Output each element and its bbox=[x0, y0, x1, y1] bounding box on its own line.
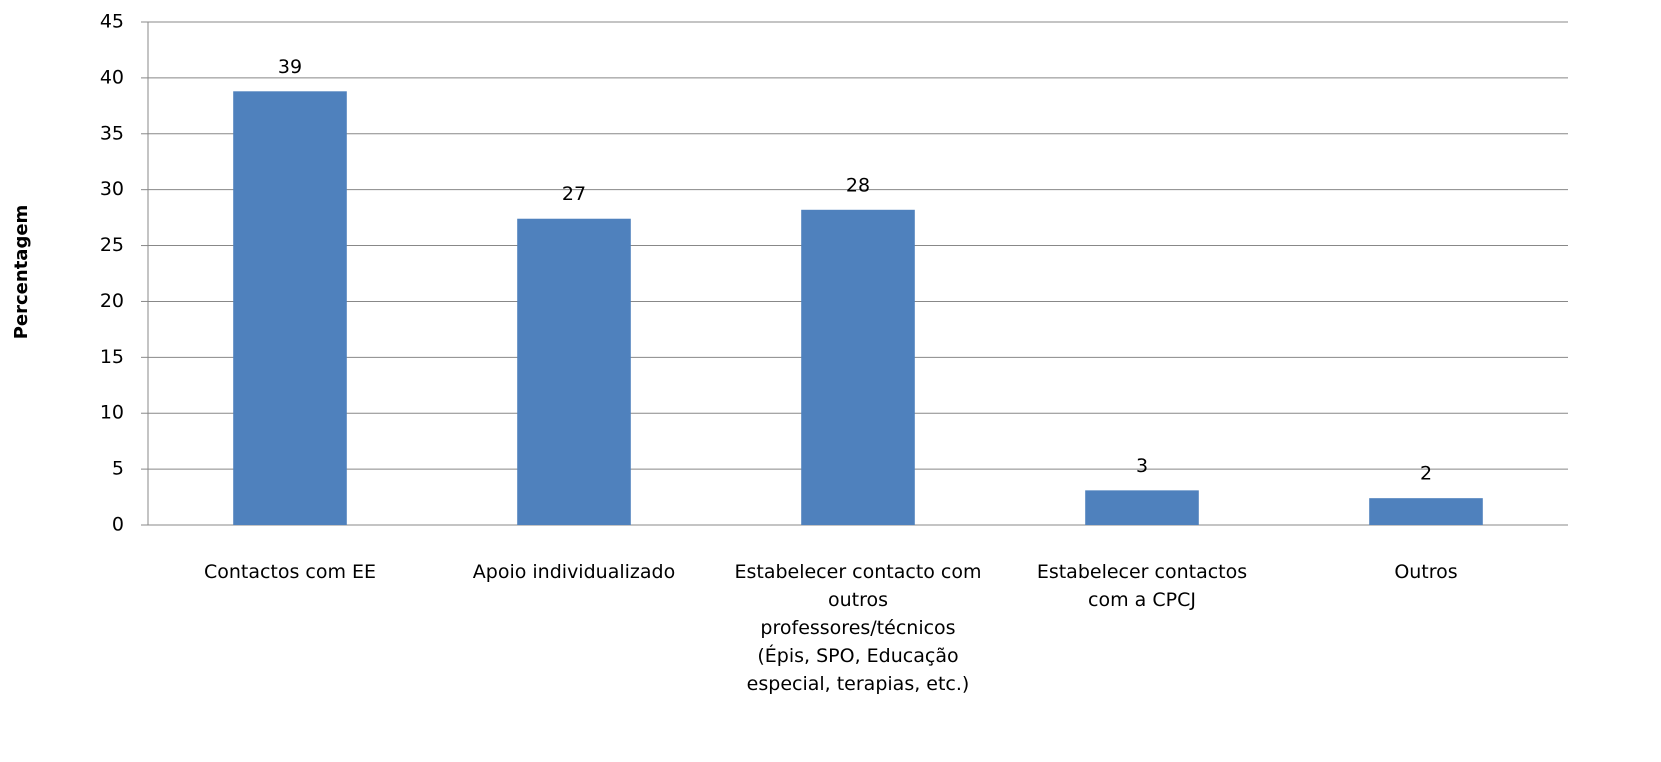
bar bbox=[1369, 498, 1483, 525]
data-label: 28 bbox=[846, 174, 870, 196]
y-axis-label: Percentagem bbox=[11, 205, 32, 340]
x-tick-label: Estabelecer contactos com a CPCJ bbox=[1036, 561, 1248, 611]
bar bbox=[1085, 490, 1199, 525]
data-label: 27 bbox=[562, 183, 586, 205]
data-label: 39 bbox=[278, 56, 302, 78]
x-tick-label: Estabelecer contacto com outros professo… bbox=[734, 561, 982, 695]
y-tick-label: 35 bbox=[100, 122, 124, 144]
y-tick-label: 30 bbox=[100, 178, 124, 200]
x-tick-label: Apoio individualizado bbox=[472, 561, 676, 583]
y-tick-label: 0 bbox=[112, 514, 124, 536]
x-tick-label: Contactos com EE bbox=[203, 561, 377, 583]
y-tick-label: 40 bbox=[100, 66, 124, 88]
y-tick-label: 45 bbox=[100, 11, 124, 33]
bar bbox=[233, 91, 347, 526]
data-label: 3 bbox=[1136, 455, 1148, 477]
bar bbox=[517, 218, 631, 525]
data-label: 2 bbox=[1420, 463, 1432, 485]
y-tick-label: 5 bbox=[112, 458, 124, 480]
y-tick-label: 25 bbox=[100, 234, 124, 256]
y-tick-label: 15 bbox=[100, 346, 124, 368]
x-tick-label: Outros bbox=[1394, 561, 1458, 583]
y-tick-label: 10 bbox=[100, 402, 124, 424]
bar bbox=[801, 209, 915, 525]
y-tick-label: 20 bbox=[100, 290, 124, 312]
